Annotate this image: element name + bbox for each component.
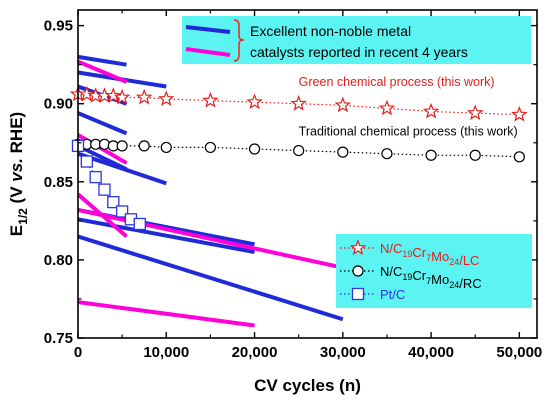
- y-tick-label: 0.95: [44, 18, 73, 35]
- data-point: [337, 146, 349, 158]
- y-axis-title: E1/2 (V vs. RHE): [7, 112, 30, 236]
- data-point: [115, 205, 129, 218]
- top-legend-box: Excellent non-noble metal catalysts repor…: [182, 16, 531, 64]
- reference-line: [77, 54, 127, 67]
- x-tick-label: 40,000: [408, 344, 454, 361]
- reference-line: [77, 300, 255, 328]
- top-legend-line-blue: [185, 25, 231, 34]
- data-point: [98, 183, 111, 196]
- reference-line: [77, 234, 344, 322]
- x-tick-label: 10,000: [143, 344, 189, 361]
- legend-label: N/C19Cr7Mo24/LC: [380, 241, 479, 268]
- data-point: [160, 141, 172, 154]
- reference-line: [77, 207, 344, 270]
- x-axis-title: CV cycles (n): [254, 376, 361, 395]
- series-layer: [69, 85, 528, 231]
- data-point: [248, 143, 261, 155]
- y-tick-label: 0.85: [44, 174, 73, 191]
- x-tick-label: 30,000: [320, 344, 366, 361]
- y-tick-label: 0.75: [44, 330, 73, 347]
- data-point: [113, 88, 131, 105]
- data-point: [138, 140, 150, 152]
- x-tick-label: 0: [74, 344, 82, 361]
- data-point: [246, 93, 263, 110]
- data-point: [80, 155, 93, 168]
- data-point: [133, 217, 146, 231]
- data-point: [381, 148, 393, 160]
- annotation: Traditional chemical process (this work): [299, 125, 518, 139]
- data-point: [290, 95, 307, 111]
- reference-line: [77, 59, 128, 84]
- data-point: [378, 99, 396, 116]
- data-point: [513, 151, 525, 163]
- data-point: [116, 140, 128, 152]
- x-tick-label: 50,000: [496, 344, 542, 361]
- top-legend-background: [182, 16, 531, 64]
- data-point: [511, 105, 528, 122]
- data-point: [105, 87, 122, 103]
- data-point: [107, 195, 120, 209]
- y-tick-label: 0.80: [44, 252, 73, 269]
- data-point: [422, 102, 440, 119]
- y-tick-label: 0.90: [44, 96, 73, 113]
- data-point: [89, 170, 102, 184]
- data-point: [425, 149, 437, 161]
- data-point: [158, 90, 175, 107]
- data-point: [334, 96, 352, 113]
- data-point: [135, 88, 153, 105]
- data-point: [466, 104, 484, 121]
- top-legend-text: Excellent non-noble metal: [250, 23, 411, 39]
- top-legend-line-magenta: [185, 47, 231, 57]
- data-point: [78, 85, 96, 102]
- legend-marker: [349, 239, 367, 256]
- axes-layer: 0 10,000 20,000 30,000 40,000 50,000 0.75 0.80 0…: [7, 9, 542, 395]
- data-point: [202, 91, 219, 108]
- plot-frame: [77, 9, 538, 339]
- legend-marker: [351, 287, 365, 301]
- legend-label: Pt/C: [380, 287, 405, 302]
- legend-marker: [352, 265, 364, 277]
- reference-line: [77, 217, 255, 255]
- reference-line: [77, 111, 128, 136]
- top-legend-brace: [233, 19, 245, 62]
- top-legend-text: catalysts reported in recent 4 years: [250, 44, 468, 60]
- data-point: [204, 141, 217, 154]
- data-point: [293, 144, 305, 157]
- annotations-layer: Green chemical process (this work) Tradit…: [299, 75, 518, 139]
- annotation: Green chemical process (this work): [299, 75, 495, 89]
- x-tick-label: 20,000: [232, 344, 278, 361]
- legend-label: N/C19Cr7Mo24/RC: [380, 264, 482, 291]
- data-point: [469, 149, 481, 161]
